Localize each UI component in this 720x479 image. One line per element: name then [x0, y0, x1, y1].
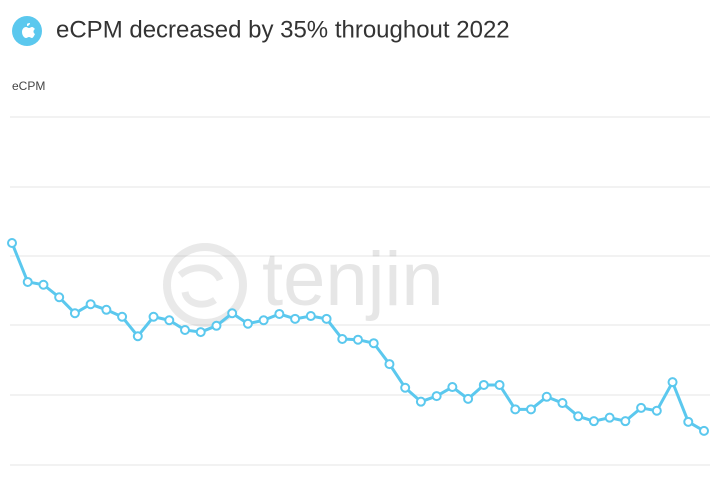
- point: [101, 304, 112, 315]
- point: [7, 237, 17, 248]
- watermark-logo: [163, 243, 247, 327]
- point: [557, 398, 568, 409]
- point: [117, 311, 128, 322]
- point: [337, 334, 348, 345]
- point: [620, 416, 631, 427]
- point: [85, 299, 96, 310]
- point: [541, 391, 552, 402]
- point: [368, 338, 379, 349]
- watermark-text: tenjin: [262, 237, 444, 322]
- point: [211, 320, 222, 331]
- point: [447, 382, 458, 393]
- point: [431, 391, 442, 402]
- point: [305, 311, 316, 322]
- point: [636, 402, 647, 413]
- point: [22, 276, 33, 287]
- point: [353, 334, 363, 345]
- point: [463, 393, 474, 404]
- point: [164, 315, 175, 326]
- point: [321, 313, 332, 324]
- point: [227, 308, 238, 319]
- point: [526, 404, 536, 415]
- point: [494, 379, 505, 390]
- point: [290, 313, 301, 324]
- chart-title: eCPM decreased by 35% throughout 2022: [56, 16, 510, 43]
- point: [415, 396, 426, 407]
- point: [274, 308, 285, 319]
- point: [510, 404, 521, 415]
- watermark-swirl: [177, 264, 224, 308]
- point: [180, 324, 190, 335]
- point: [132, 331, 143, 342]
- point: [148, 311, 159, 322]
- point: [573, 411, 584, 422]
- point: [384, 359, 395, 370]
- point: [651, 405, 662, 416]
- point: [699, 425, 709, 436]
- point: [258, 315, 269, 326]
- point: [195, 327, 206, 338]
- point: [54, 292, 65, 303]
- point: [588, 416, 599, 427]
- point: [242, 318, 253, 329]
- point: [667, 377, 678, 388]
- point: [604, 412, 615, 423]
- point: [38, 279, 49, 290]
- apple-logo: [22, 23, 35, 38]
- grid: [10, 116, 710, 466]
- point: [69, 308, 80, 319]
- point: [478, 379, 489, 390]
- y-axis-label: eCPM: [12, 79, 45, 93]
- watermark: tenjin: [163, 237, 444, 327]
- point: [683, 416, 694, 427]
- point: [400, 382, 411, 393]
